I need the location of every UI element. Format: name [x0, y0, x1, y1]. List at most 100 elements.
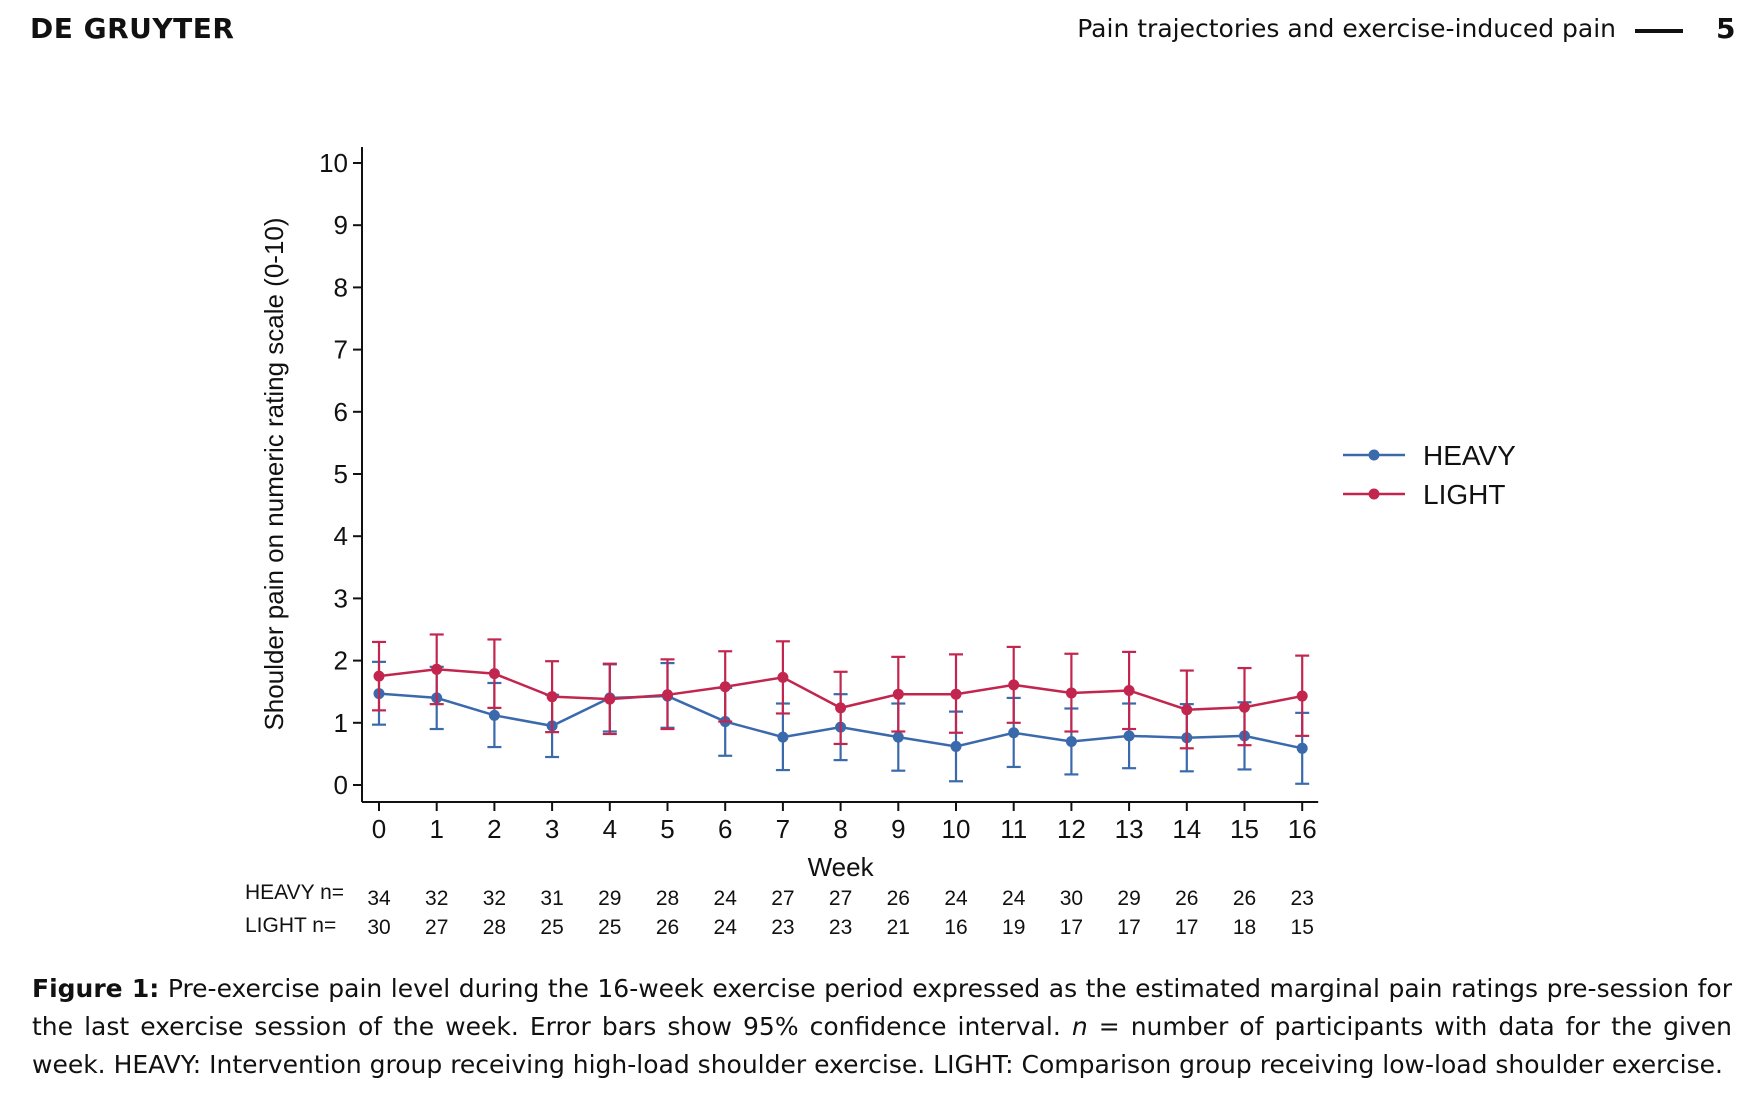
n-value-light: 25: [598, 916, 621, 939]
n-value-heavy: 26: [887, 887, 910, 910]
x-axis-title: Week: [808, 852, 875, 882]
caption-text-b: = number of participants with data for t…: [32, 1012, 1732, 1079]
publisher-logo: DE GRUYTER: [30, 12, 235, 45]
legend-marker-heavy: [1368, 449, 1380, 461]
data-point: [892, 688, 904, 700]
n-value-light: 16: [944, 916, 967, 939]
page-number: 5: [1716, 12, 1736, 45]
n-value-light: 17: [1117, 916, 1140, 939]
x-tick-label: 0: [372, 814, 386, 844]
legend-marker-light: [1368, 488, 1380, 500]
n-value-light: 15: [1291, 916, 1314, 939]
n-value-light: 24: [714, 916, 738, 939]
data-point: [892, 731, 904, 743]
x-tick-label: 6: [718, 814, 732, 844]
n-value-light: 18: [1233, 916, 1256, 939]
data-point: [950, 688, 962, 700]
caption-label: Figure 1:: [32, 974, 160, 1003]
n-table: HEAVY n= LIGHT n= 34 30 32 27 32 28 31 25 29 25 28 26…: [245, 881, 1314, 939]
n-value-light: 17: [1175, 916, 1198, 939]
x-tick-label: 3: [545, 814, 559, 844]
y-tick-label: 10: [319, 148, 348, 178]
x-tick-label: 2: [487, 814, 501, 844]
caption-n-symbol: n: [1071, 1012, 1088, 1041]
n-value-light: 27: [425, 916, 448, 939]
y-tick-label: 6: [334, 397, 348, 427]
x-tick-label: 13: [1115, 814, 1144, 844]
n-value-heavy: 24: [1002, 887, 1026, 910]
x-tick-label: 15: [1230, 814, 1259, 844]
data-point: [373, 670, 385, 682]
x-tick-label: 5: [660, 814, 674, 844]
data-point: [777, 731, 789, 743]
caption-text-a: Pre-exercise pain level during the 16-we…: [32, 974, 1732, 1041]
chart-legend: HEAVY LIGHT: [1343, 440, 1516, 510]
data-point: [777, 671, 789, 683]
data-point: [1239, 701, 1250, 713]
n-value-heavy: 32: [483, 887, 506, 910]
n-value-heavy: 34: [367, 887, 391, 910]
n-value-heavy: 31: [540, 887, 563, 910]
y-tick-label: 8: [334, 272, 348, 302]
data-point: [488, 668, 500, 680]
y-tick-label: 1: [334, 708, 348, 738]
y-tick-label: 2: [334, 646, 348, 676]
n-value-heavy: 28: [656, 887, 679, 910]
y-tick-label: 4: [334, 521, 348, 551]
data-point: [1123, 730, 1135, 742]
data-point: [1008, 727, 1020, 739]
data-point: [1065, 735, 1077, 747]
series-light: [372, 633, 1310, 750]
n-value-heavy: 30: [1060, 887, 1083, 910]
y-tick-label: 3: [334, 583, 348, 613]
data-point: [1296, 690, 1308, 702]
y-tick-label: 5: [334, 459, 348, 489]
x-tick-label: 8: [833, 814, 847, 844]
data-point: [950, 740, 962, 752]
n-value-heavy: 23: [1291, 887, 1314, 910]
n-value-heavy: 26: [1233, 887, 1256, 910]
data-point: [662, 689, 673, 701]
running-title: Pain trajectories and exercise-induced p…: [1077, 14, 1616, 43]
data-point: [1181, 704, 1193, 716]
x-tick-label: 10: [942, 814, 971, 844]
data-point: [1008, 679, 1020, 691]
x-tick-label: 1: [429, 814, 443, 844]
y-tick-label: 0: [334, 770, 348, 800]
n-value-heavy: 26: [1175, 887, 1198, 910]
n-value-heavy: 24: [714, 887, 738, 910]
data-point: [604, 693, 616, 705]
y-tick-label: 7: [334, 335, 348, 365]
header-rule: [1635, 29, 1683, 33]
legend-label-light: LIGHT: [1423, 479, 1505, 510]
n-value-heavy: 32: [425, 887, 448, 910]
data-point: [488, 709, 500, 721]
n-value-light: 28: [483, 916, 506, 939]
data-point: [719, 681, 731, 693]
n-value-light: 30: [367, 916, 390, 939]
n-value-light: 19: [1002, 916, 1025, 939]
x-tick-label: 4: [603, 814, 617, 844]
n-label-heavy: HEAVY n=: [245, 881, 344, 904]
n-value-heavy: 24: [944, 887, 968, 910]
chart-series: [372, 633, 1310, 785]
data-point: [835, 702, 847, 714]
n-value-heavy: 29: [1117, 887, 1140, 910]
figure-caption: Figure 1: Pre-exercise pain level during…: [32, 970, 1732, 1084]
x-tick-label: 16: [1288, 814, 1317, 844]
x-tick-label: 12: [1057, 814, 1086, 844]
n-value-light: 23: [829, 916, 852, 939]
legend-label-heavy: HEAVY: [1423, 440, 1516, 471]
n-value-heavy: 27: [771, 887, 794, 910]
n-value-heavy: 29: [598, 887, 621, 910]
x-tick-label: 7: [776, 814, 790, 844]
n-value-light: 17: [1060, 916, 1083, 939]
data-point: [546, 691, 558, 703]
data-point: [1065, 687, 1077, 699]
y-tick-label: 9: [334, 210, 348, 240]
n-value-light: 25: [540, 916, 563, 939]
n-value-heavy: 27: [829, 887, 852, 910]
y-axis-title: Shoulder pain on numeric rating scale (0…: [259, 217, 289, 730]
